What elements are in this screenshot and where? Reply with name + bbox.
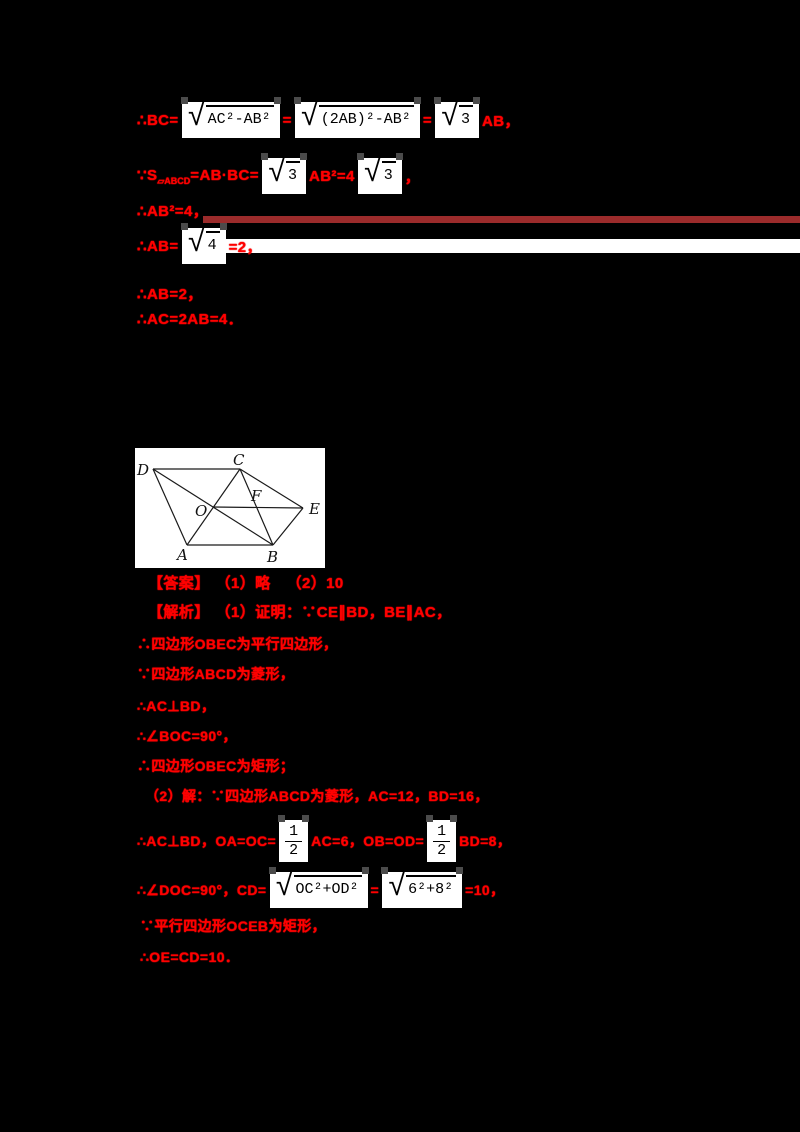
answer-part1: （1）略 [215,575,271,592]
formula-sqrt-ac2-ab2: √ AC²-AB² [180,97,281,138]
vertex-label-C: C [233,451,245,469]
radical-sign: √ [388,871,407,905]
radical-sign: √ [440,101,459,135]
fraction-line-tail: BD=8， [459,833,512,849]
radical-sign: √ [275,871,294,905]
formula-sqrt-3: √ 3 [433,97,481,138]
vertex-label-F: F [250,487,262,505]
derivation-line-2-mid: AB²=4 [308,167,355,185]
equals-sign: = [422,111,432,129]
vertex-label-O: O [195,502,207,520]
fraction-numerator: 1 [289,823,299,841]
derivation-line-5: ∴AB=2， [137,286,203,303]
radicand: OC²+OD² [293,875,362,901]
vertex-label-E: E [308,500,320,518]
figure-line-CE [239,468,304,509]
radicand: AC²-AB² [205,105,274,131]
radicand: 6²+8² [406,875,457,901]
proof-step: ∵四边形ABCD为菱形， [137,666,295,682]
closing-line: ∵平行四边形OCEB为矩形， [140,918,327,934]
vertex-label-B: B [266,548,278,566]
proof-step: ∴AC⊥BD， [137,698,216,714]
answer-line: 【答案】 （1）略 （2）10 [148,572,344,593]
answer-part2: （2）10 [286,575,344,592]
derivation-line-4-lead: ∴AB= [137,238,179,255]
derivation-line-2: ∵S▱ABCD=AB·BC= √ 3 AB²=4 √ 3 ， [137,153,421,195]
radical-sign: √ [300,101,319,135]
derivation-line-6: ∴AC=2AB=4． [137,311,244,328]
proof-step: （2）解：∵四边形ABCD为菱形，AC=12，BD=16， [145,788,489,804]
vertex-label-A: A [175,546,188,564]
equals-sign: = [282,111,292,129]
formula-sqrt-4: √ 4 [180,223,227,264]
proof-step: ∴四边形OBEC为平行四边形， [137,636,338,652]
equals-sign: = [370,882,380,898]
closing-line: ∴OE=CD=10． [140,949,240,965]
proof-step: ∴四边形OBEC为矩形； [137,758,295,774]
cd-line-lead: ∴∠DOC=90°，CD= [137,882,267,898]
geometry-figure: D C F E O A B [135,448,325,568]
figure-line-DA [152,468,188,546]
white-strip [183,239,800,253]
derivation-line-1-tail: AB， [482,112,520,130]
radicand: 3 [459,105,474,131]
fraction-denominator: 2 [285,840,303,859]
answer-label: 【答案】 [148,575,210,592]
analysis-label: 【解析】 [148,604,210,621]
fraction-line-lead: ∴AC⊥BD，OA=OC= [137,833,277,849]
vertex-label-D: D [136,461,149,479]
radical-sign: √ [187,101,206,135]
derivation-line-3: ∴AB²=4， [137,203,209,220]
derivation-line-1-lead: ∴BC= [137,112,179,129]
parallelogram-diagram: D C F E O A B [136,451,320,566]
derivation-line-4: ∴AB= √ 4 =2， [137,223,262,269]
fraction-line-mid: AC=6，OB=OD= [311,833,425,849]
radical-sign: √ [363,157,382,191]
formula-sqrt-3: √ 3 [260,153,308,194]
radicand: (2AB)²-AB² [318,105,414,131]
cd-line: ∴∠DOC=90°，CD= √ OC²+OD² = √ 6²+8² =10， [137,867,505,912]
derivation-line-1: ∴BC= √ AC²-AB² = √ (2AB)²-AB² = √ 3 AB， [137,95,520,145]
radicand: 3 [285,161,300,187]
analysis-intro: （1）证明：∵CE∥BD，BE∥AC， [215,604,452,621]
proof-step: ∴∠BOC=90°， [137,728,237,744]
figure-line-OE [212,506,304,509]
fraction-denominator: 2 [433,840,451,859]
formula-sqrt-2ab2-ab2: √ (2AB)²-AB² [293,97,421,138]
radical-sign: √ [187,227,206,261]
radicand: 4 [205,231,220,257]
area-subscript: ▱ABCD [157,175,191,186]
fraction-numerator: 1 [437,823,447,841]
radicand: 3 [381,161,396,187]
formula-sqrt-62-82: √ 6²+8² [381,867,464,908]
analysis-line: 【解析】 （1）证明：∵CE∥BD，BE∥AC， [148,601,452,622]
formula-sqrt-oc2-od2: √ OC²+OD² [268,867,369,908]
cd-line-tail: =10， [465,882,505,898]
derivation-line-2-lead: ∵S▱ABCD=AB·BC= [137,166,259,186]
radical-sign: √ [267,157,286,191]
derivation-line-2-tail: ， [404,168,421,186]
derivation-line-4-tail: =2， [228,238,262,256]
dark-red-rule [203,216,800,223]
figure-line-BE [272,507,304,546]
formula-sqrt-3: √ 3 [356,153,403,194]
